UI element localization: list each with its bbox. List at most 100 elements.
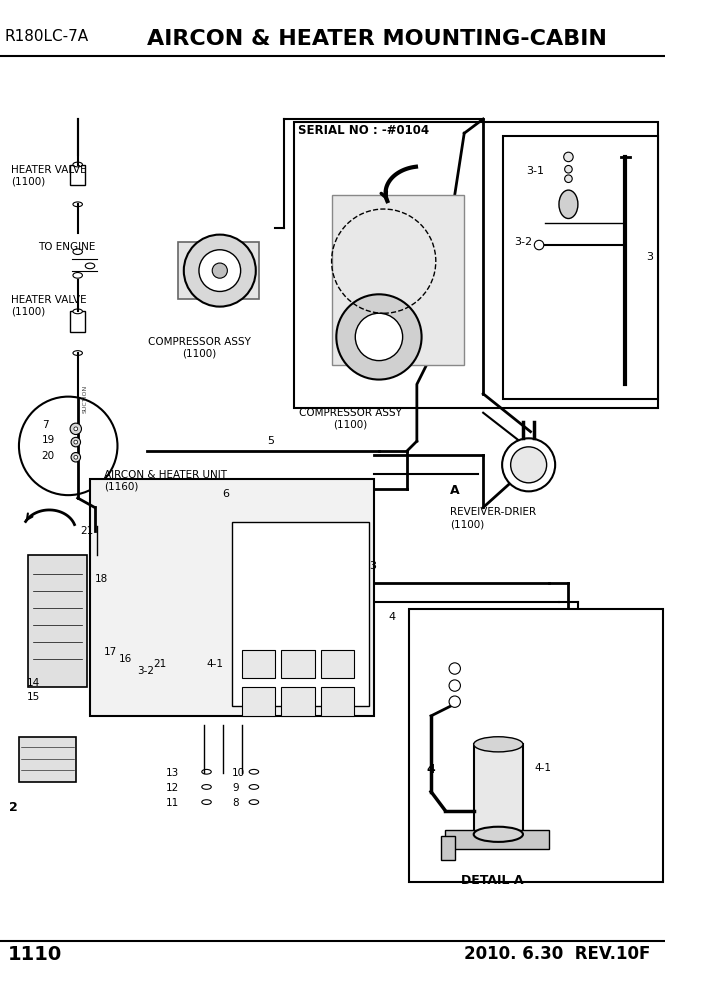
- Text: 6: 6: [223, 488, 230, 499]
- Text: AIRCON & HEATER MOUNTING-CABIN: AIRCON & HEATER MOUNTING-CABIN: [147, 29, 607, 49]
- Circle shape: [510, 446, 547, 483]
- Text: 3-1: 3-1: [526, 167, 544, 177]
- Circle shape: [534, 240, 544, 250]
- Circle shape: [71, 437, 81, 446]
- Ellipse shape: [85, 263, 95, 269]
- Bar: [331, 194, 464, 365]
- Ellipse shape: [559, 190, 578, 218]
- Text: AIRCON & HEATER UNIT
(1160): AIRCON & HEATER UNIT (1160): [104, 469, 227, 491]
- Text: 10: 10: [232, 768, 245, 778]
- Circle shape: [74, 427, 78, 431]
- Bar: [282, 687, 314, 716]
- Text: COMPRESSOR ASSY
(1100): COMPRESSOR ASSY (1100): [299, 408, 402, 430]
- Bar: [159, 637, 168, 666]
- Ellipse shape: [73, 162, 82, 167]
- Text: COMPRESSOR ASSY
(1100): COMPRESSOR ASSY (1100): [147, 337, 251, 358]
- Ellipse shape: [73, 350, 82, 355]
- Circle shape: [184, 235, 256, 307]
- Circle shape: [449, 696, 461, 707]
- Text: 16: 16: [119, 655, 132, 665]
- Ellipse shape: [73, 273, 82, 278]
- Text: 17: 17: [104, 647, 117, 657]
- Text: 15: 15: [27, 692, 40, 702]
- Bar: [28, 555, 87, 687]
- Bar: [322, 687, 355, 716]
- Circle shape: [199, 250, 241, 292]
- Circle shape: [336, 295, 422, 380]
- Bar: [503, 136, 658, 399]
- Text: DETAIL A: DETAIL A: [461, 874, 524, 887]
- Text: 1110: 1110: [8, 945, 62, 964]
- Text: 3-2: 3-2: [515, 237, 533, 247]
- Circle shape: [355, 313, 403, 361]
- Bar: [70, 311, 85, 332]
- Text: 18: 18: [95, 573, 108, 583]
- Text: 2: 2: [9, 802, 18, 814]
- Text: TO ENGINE: TO ENGINE: [38, 242, 95, 252]
- Circle shape: [564, 152, 573, 162]
- Text: SERIAL NO : -#0104: SERIAL NO : -#0104: [298, 124, 430, 137]
- Bar: [474, 744, 523, 834]
- Circle shape: [502, 438, 555, 491]
- Bar: [293, 122, 658, 408]
- Bar: [322, 650, 355, 678]
- Text: HEATER VALVE
(1100): HEATER VALVE (1100): [11, 296, 87, 316]
- Ellipse shape: [73, 249, 82, 255]
- Text: 4-1: 4-1: [534, 763, 551, 773]
- Text: 21: 21: [154, 659, 167, 669]
- Text: 2010. 6.30  REV.10F: 2010. 6.30 REV.10F: [464, 945, 651, 963]
- Text: 3-2: 3-2: [138, 666, 154, 676]
- Bar: [19, 737, 76, 783]
- Ellipse shape: [201, 770, 211, 774]
- Bar: [241, 687, 274, 716]
- Bar: [441, 836, 455, 860]
- Text: 3: 3: [646, 252, 653, 262]
- Ellipse shape: [474, 826, 523, 842]
- Text: 19: 19: [41, 435, 55, 445]
- Text: 12: 12: [166, 783, 179, 794]
- Text: 5: 5: [267, 435, 274, 445]
- Bar: [445, 829, 550, 848]
- Text: R180LC-7A: R180LC-7A: [5, 29, 89, 44]
- Circle shape: [449, 680, 461, 691]
- Text: 4: 4: [388, 612, 395, 622]
- Text: 11: 11: [166, 799, 179, 808]
- Ellipse shape: [249, 770, 258, 774]
- Text: 9: 9: [232, 783, 239, 794]
- Ellipse shape: [73, 202, 82, 206]
- Circle shape: [449, 663, 461, 675]
- Ellipse shape: [249, 800, 258, 805]
- Text: 14: 14: [27, 678, 40, 688]
- Bar: [409, 609, 663, 882]
- Circle shape: [564, 166, 572, 173]
- Text: A: A: [450, 484, 460, 497]
- Text: 4: 4: [426, 763, 435, 777]
- Bar: [178, 242, 258, 299]
- Circle shape: [74, 455, 78, 459]
- Text: 13: 13: [166, 768, 179, 778]
- Bar: [114, 631, 123, 659]
- Bar: [70, 165, 85, 186]
- Circle shape: [564, 175, 572, 183]
- Text: 3: 3: [369, 560, 376, 571]
- Ellipse shape: [201, 785, 211, 790]
- Ellipse shape: [474, 737, 523, 752]
- Circle shape: [19, 397, 117, 495]
- Circle shape: [93, 517, 100, 525]
- Text: SUCTION: SUCTION: [82, 384, 88, 413]
- Bar: [90, 479, 374, 716]
- Text: 20: 20: [41, 450, 55, 460]
- Bar: [282, 650, 314, 678]
- Text: REVEIVER-DRIER
(1100): REVEIVER-DRIER (1100): [450, 508, 536, 529]
- Text: HEATER VALVE
(1100): HEATER VALVE (1100): [11, 165, 87, 186]
- Text: 7: 7: [41, 421, 48, 431]
- Circle shape: [74, 440, 78, 444]
- Circle shape: [71, 452, 81, 462]
- Bar: [232, 522, 369, 706]
- Ellipse shape: [201, 800, 211, 805]
- Ellipse shape: [73, 309, 82, 313]
- Bar: [241, 650, 274, 678]
- Circle shape: [212, 263, 227, 278]
- Circle shape: [70, 424, 81, 434]
- Text: 8: 8: [232, 799, 239, 808]
